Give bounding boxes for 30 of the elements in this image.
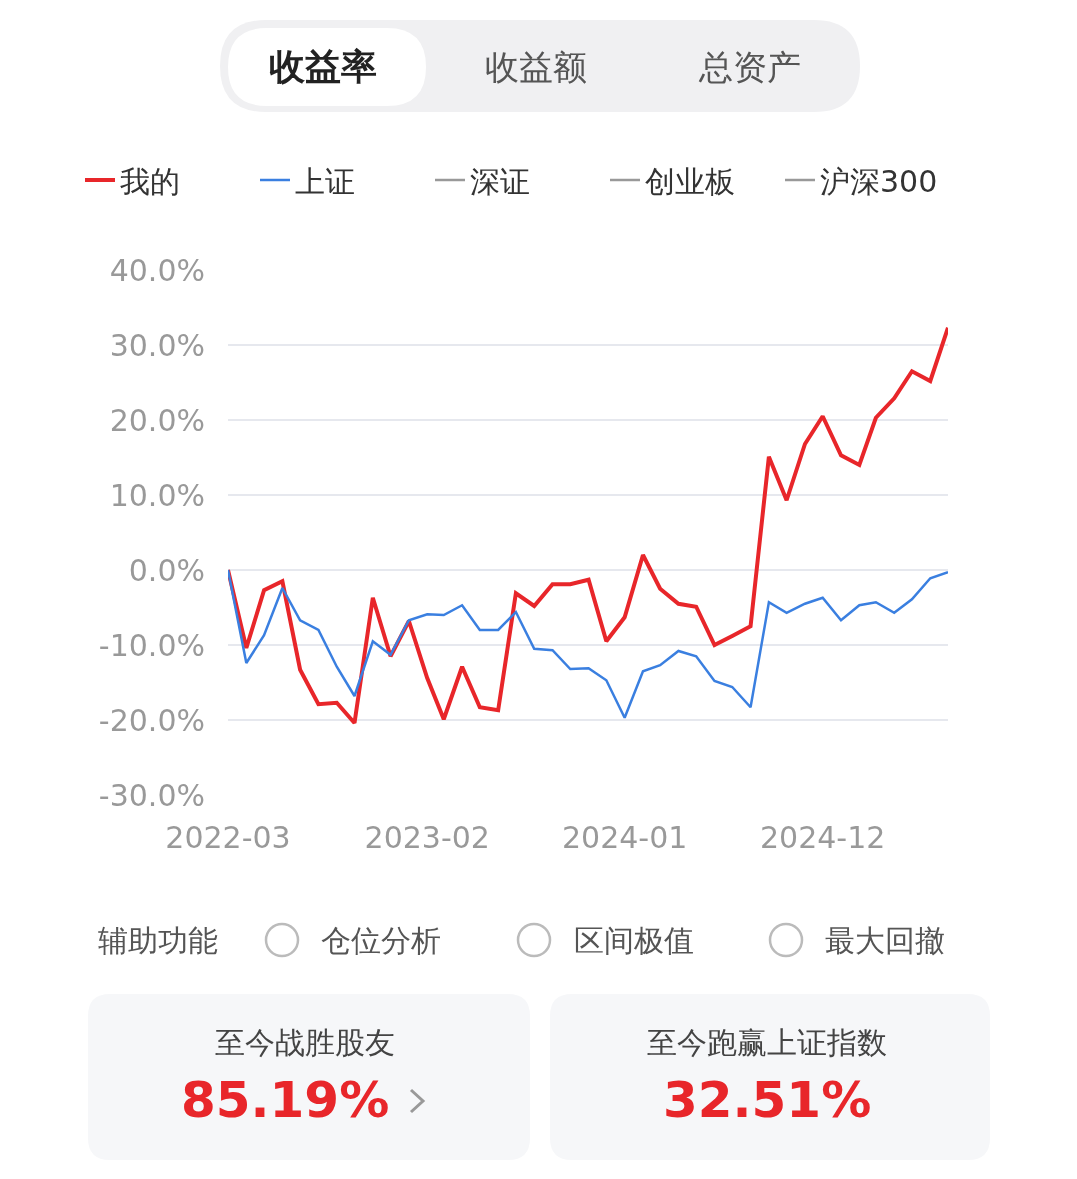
text: 32.51% [663,1071,872,1129]
x-tick-label: 2022-03 [165,820,291,855]
text: 至今战胜股友 [215,1025,395,1060]
line-series [228,568,948,719]
text: 区间极值 [574,923,694,958]
y-tick-label: 30.0% [109,327,205,363]
legend-label: 创业板 [645,163,735,199]
y-tick-label: 0.0% [128,552,205,588]
y-tick-label: 40.0% [109,252,205,288]
text: 85.19% [181,1071,390,1129]
text: 收益额 [485,47,587,87]
text: 最大回撤 [825,923,945,958]
legend-label: 上证 [295,163,355,199]
y-tick-label: 10.0% [109,477,205,513]
x-tick-label: 2024-01 [561,820,688,855]
y-tick-label: 20.0% [109,402,205,438]
legend-label: 我的 [120,163,180,199]
text: 收益率 [269,46,377,87]
y-tick-label: -30.0% [98,777,205,813]
y-tick-label: -20.0% [98,702,205,738]
legend-label: 沪深300 [820,163,938,199]
line-series [228,325,948,725]
x-tick-label: 2024-12 [760,820,886,855]
text: 总资产 [698,47,801,87]
text: 至今跑赢上证指数 [647,1025,887,1060]
text: 辅助功能 [98,923,218,958]
legend-label: 深证 [470,163,530,199]
text: 仓位分析 [321,923,441,958]
x-tick-label: 2023-02 [364,820,490,855]
y-tick-label: -10.0% [98,627,205,663]
